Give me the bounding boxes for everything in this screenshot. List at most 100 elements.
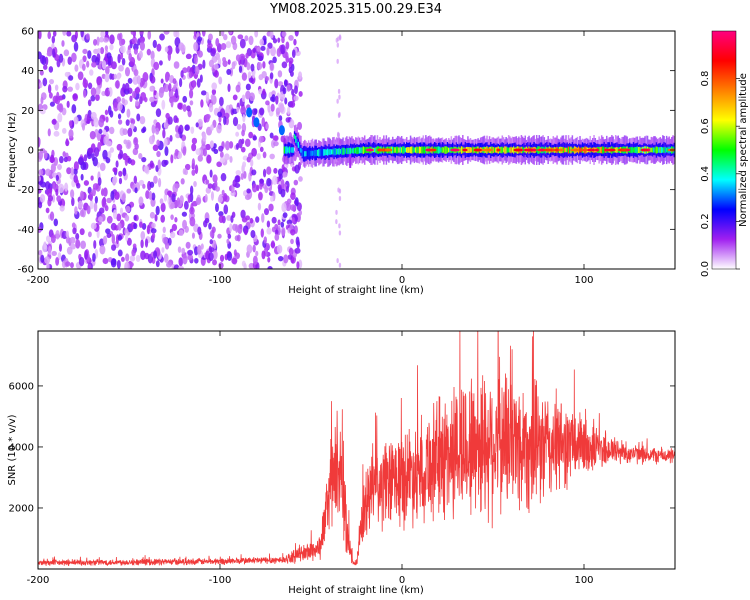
spectrogram-cell (336, 58, 339, 64)
spectrogram-cell (91, 54, 98, 64)
spectrogram-cell (119, 207, 124, 215)
spectrogram-cell (152, 39, 157, 49)
spectrogram-cell (307, 150, 310, 157)
snr-frame (37, 330, 676, 570)
spectrogram-cell (56, 195, 62, 203)
spectrogram-cell (244, 194, 251, 201)
spectrogram-cell (328, 149, 330, 155)
spectrogram-cell (207, 42, 213, 49)
spectrogram-cell (280, 179, 285, 189)
spectrogram-cell (271, 94, 276, 103)
spectrogram-cell (130, 118, 136, 125)
spectrogram-cell (361, 147, 363, 154)
spectrogram-cell (259, 146, 264, 153)
spectrogram-cell (149, 85, 154, 92)
spectrogram-cell (363, 146, 366, 154)
spectrogram-cell (245, 52, 249, 59)
spectrogram-cell (163, 253, 169, 263)
spectrogram-cell (235, 84, 241, 93)
spectrogram-cell (566, 147, 569, 153)
spectrogram-cell (665, 147, 668, 153)
spectrogram-cell (305, 151, 307, 157)
spectrogram-cell (182, 67, 188, 74)
spectrogram-cell (130, 31, 135, 35)
spectrogram-cell (218, 145, 224, 152)
spectrogram-cell (259, 178, 265, 184)
spectrogram-cell (252, 255, 258, 266)
spectrogram-cell (311, 150, 314, 156)
spectrogram-cell (243, 262, 247, 269)
spectrogram-cell (226, 238, 230, 245)
spectrogram-cell (58, 103, 64, 113)
spectrogram-cell (384, 148, 393, 152)
spectrogram-cell (459, 147, 462, 153)
spectrogram-cell (417, 147, 419, 153)
spectrogram-cell (139, 80, 144, 88)
spectrogram-cell (362, 146, 365, 154)
spectrogram-cell (45, 168, 51, 176)
spectrogram-cell (94, 147, 100, 158)
spectrogram-cell (193, 180, 197, 188)
spectrogram-cell (110, 258, 117, 268)
spectrogram-cell (658, 147, 660, 153)
spectrogram-cell (133, 175, 138, 185)
spectrogram-cell (257, 55, 264, 62)
spectrogram-cell (315, 149, 318, 157)
spectrogram-cell (293, 179, 299, 186)
spectrogram-cell (104, 205, 109, 212)
spectrogram-cell (256, 184, 260, 192)
spectrogram-cell (243, 170, 247, 179)
chart-title: YM08.2025.315.00.29.E34 (269, 2, 442, 17)
spectrogram-cell (256, 153, 261, 160)
spectrogram-cell (236, 234, 241, 242)
spectrogram-cell (436, 146, 439, 154)
spectrogram-cell (68, 75, 74, 81)
spectrogram-cell (119, 52, 124, 60)
spectrogram-cell (217, 111, 223, 118)
spectrogram-cell (276, 47, 282, 57)
spectrogram-cell (194, 164, 199, 175)
spectrogram-cell (420, 146, 422, 154)
spectrogram-cell (116, 213, 122, 222)
spectrogram-cell (202, 133, 207, 142)
spectrogram-cell (230, 35, 237, 45)
spectrogram-cell (272, 56, 277, 64)
spectrogram-cell (594, 148, 599, 152)
spectrogram-cell (65, 261, 71, 267)
spectrogram-cell (178, 77, 183, 88)
spectrogram-cell (99, 162, 106, 172)
colorbar-tick-label: 0.6 (700, 118, 711, 134)
spectrogram-cell (298, 176, 303, 182)
spectrogram-cell (251, 183, 258, 193)
spectrogram-cell (104, 45, 109, 51)
spectrogram-cell (249, 92, 255, 102)
spectrogram-cell (155, 205, 160, 216)
spectrogram-cell (208, 222, 212, 230)
spectrogram-cell (290, 204, 297, 212)
spectrogram-cell (422, 146, 425, 154)
spectrogram-cell (85, 33, 90, 40)
spectrogram-cell (294, 164, 300, 174)
spectrogram-cell (79, 228, 85, 236)
spectrogram-cell (523, 148, 534, 152)
spectrogram-cell (90, 222, 97, 230)
spectrogram-cell (267, 103, 271, 113)
snr-series-line (38, 331, 675, 567)
spectrogram-cell (347, 147, 349, 155)
colorbar-tick-label: 0.2 (700, 213, 711, 229)
spectrogram-cell (302, 151, 305, 157)
spectrogram-cell (287, 147, 290, 153)
spectrogram-cell (38, 249, 43, 256)
spectrogram-cell (218, 215, 224, 224)
spectrogram-cell (177, 127, 182, 135)
spectrogram-cell (278, 115, 283, 122)
spectrogram-cell (185, 241, 191, 249)
spectrogram-cell (39, 69, 44, 76)
spectrogram-cell (80, 240, 87, 250)
spectrogram-cell (231, 257, 238, 265)
spectrogram-cell (337, 187, 340, 193)
spectrogram-cell (234, 175, 240, 183)
spectrogram-cell (75, 239, 81, 249)
spectrogram-cell (173, 115, 178, 124)
spectrogram-cell (178, 229, 184, 237)
